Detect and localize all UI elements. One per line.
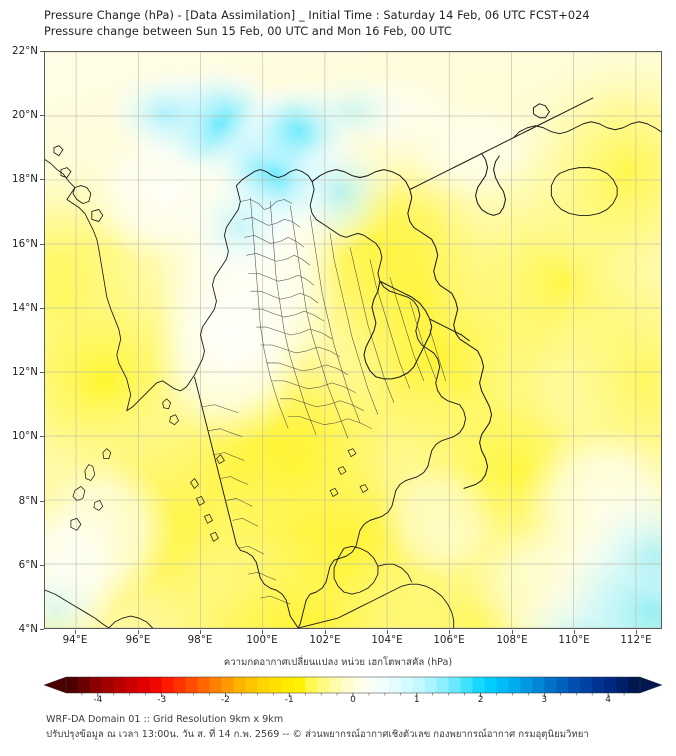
y-axis-tick-10N: 10°N	[12, 430, 38, 442]
colorbar-tick-minus1: -1	[284, 695, 294, 705]
y-axis-tick-14N: 14°N	[12, 302, 38, 314]
map-plot-area	[44, 51, 662, 629]
colorbar-tick-4: 4	[605, 695, 611, 705]
footer-model-info: WRF-DA Domain 01 :: Grid Resolution 9km …	[46, 714, 284, 725]
x-axis-tick-94E: 94°E	[62, 634, 88, 646]
y-axis-tick-4N: 4°N	[18, 623, 38, 635]
pressure-field-heatmap	[45, 52, 661, 628]
colorbar-tick-2: 2	[477, 695, 484, 705]
x-axis-tick-100E: 100°E	[246, 634, 278, 646]
x-tickmark	[262, 630, 263, 634]
y-axis-tick-18N: 18°N	[12, 173, 38, 185]
x-axis-tick-112E: 112°E	[620, 634, 652, 646]
x-tickmark	[138, 630, 139, 634]
y-tickmark	[40, 629, 44, 630]
x-tickmark	[387, 630, 388, 634]
x-axis-tick-102E: 102°E	[309, 634, 341, 646]
y-axis-tick-20N: 20°N	[12, 109, 38, 121]
colorbar-caption: ความกดอากาศเปลี่ยนแปลง หน่วย เฮกโตพาสคัล…	[223, 657, 453, 668]
x-axis-tick-98E: 98°E	[187, 634, 213, 646]
colorbar-tick-3: 3	[541, 695, 548, 705]
page-title: Pressure Change (hPa) - [Data Assimilati…	[44, 9, 590, 22]
colorbar-block: ความกดอากาศเปลี่ยนแปลง หน่วย เฮกโตพาสคัล…	[0, 655, 676, 711]
colorbar-tick-1: 1	[413, 695, 420, 705]
x-axis-tick-104E: 104°E	[371, 634, 403, 646]
footer-block: WRF-DA Domain 01 :: Grid Resolution 9km …	[46, 712, 670, 742]
x-tickmark	[325, 630, 326, 634]
chart-subtitle: Pressure change between Sun 15 Feb, 00 U…	[44, 24, 452, 38]
x-tickmark	[512, 630, 513, 634]
colorbar-scale[interactable]	[44, 673, 662, 697]
colorbar-tick-labels: -4 -3 -2 -1 0 1 2 3 4	[44, 695, 662, 709]
x-axis-tick-110E: 110°E	[558, 634, 590, 646]
y-axis-tick-22N: 22°N	[12, 45, 38, 57]
x-axis-tick-106E: 106°E	[433, 634, 465, 646]
y-axis-tick-12N: 12°N	[12, 366, 38, 378]
colorbar-tick-minus4: -4	[93, 695, 103, 705]
x-axis-tick-96E: 96°E	[125, 634, 151, 646]
chart-title-block: Pressure Change (hPa) - [Data Assimilati…	[44, 8, 664, 39]
y-axis-tick-6N: 6°N	[18, 559, 38, 571]
footer-credit: ปรับปรุงข้อมูล ณ เวลา 13:00น. วัน ส. ที่…	[46, 729, 589, 740]
y-axis-tick-16N: 16°N	[12, 238, 38, 250]
x-tickmark	[636, 630, 637, 634]
colorbar-tick-0: 0	[350, 695, 356, 705]
plot-frame	[44, 51, 662, 629]
x-axis-tick-108E: 108°E	[496, 634, 528, 646]
y-axis-tick-8N: 8°N	[18, 495, 38, 507]
colorbar-tick-minus2: -2	[220, 695, 230, 705]
colorbar-tick-minus3: -3	[157, 695, 167, 705]
x-tickmark	[449, 630, 450, 634]
x-tickmark	[200, 630, 201, 634]
x-tickmark	[574, 630, 575, 634]
x-tickmark	[75, 630, 76, 634]
